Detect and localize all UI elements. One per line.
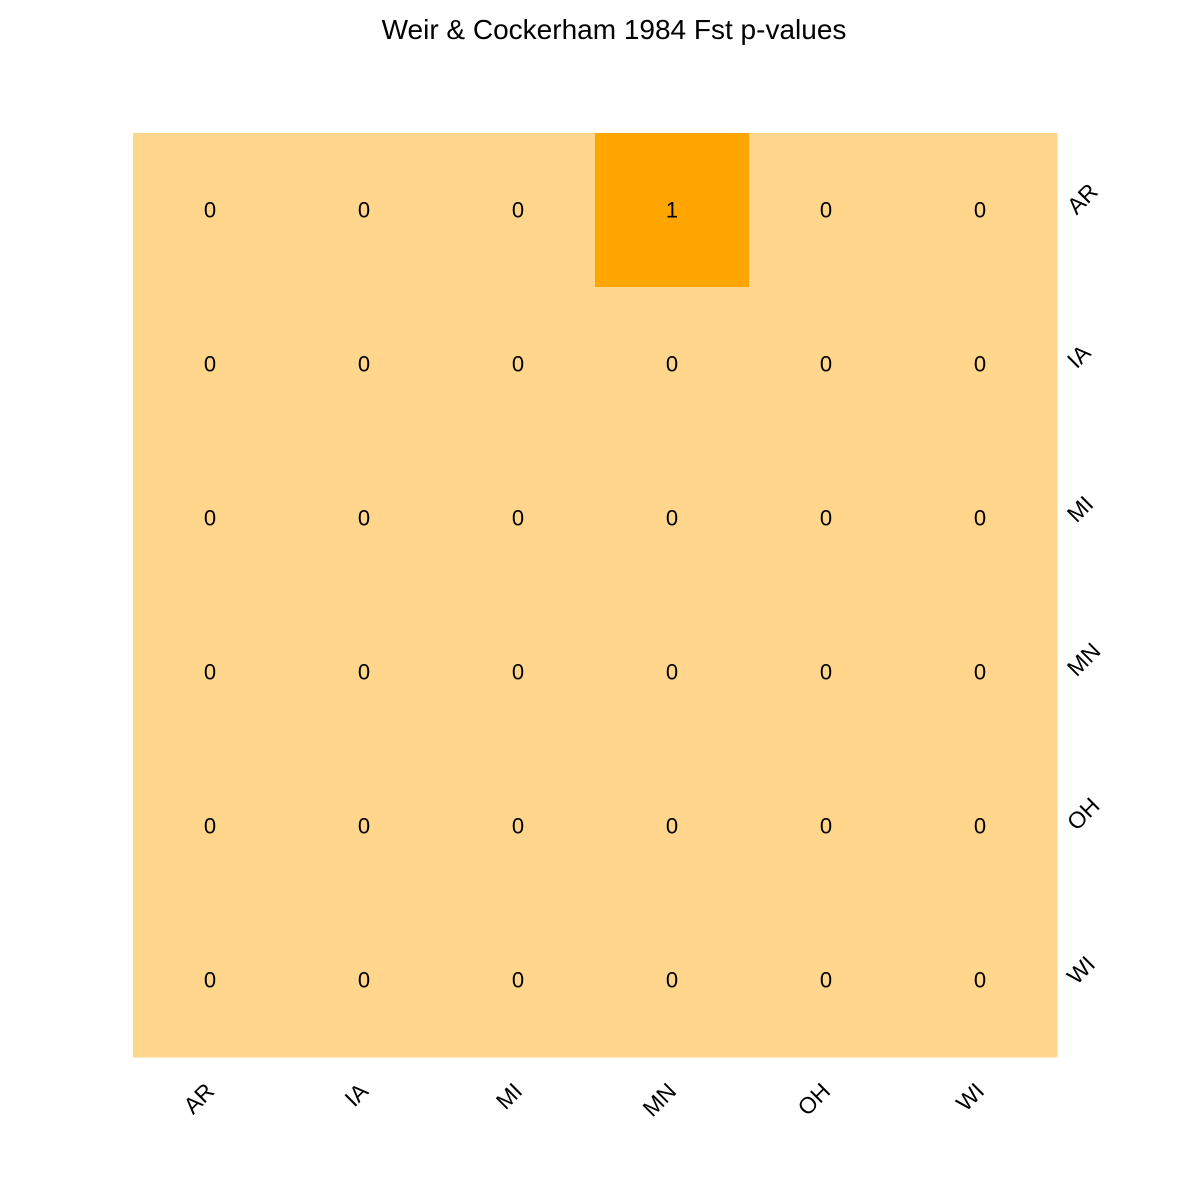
- y-tick-label-oh: OH: [1062, 792, 1105, 835]
- heatmap-cell-mn-wi: [903, 595, 1058, 750]
- heatmap-cell-labels: 0 0 0 1 0 0 0 0 0 0 0 0 0 0 0 0 0 0 0 0 0 0 0 0 0 0 0 0 0 0 0 0 0 0 0 0: [204, 198, 986, 993]
- x-tick-label-wi: WI: [951, 1078, 989, 1116]
- y-tick-label-mi: MI: [1062, 491, 1098, 527]
- heatmap-cell-ar-ar: [133, 133, 288, 288]
- heatmap-cell-wi-ia: [287, 903, 442, 1058]
- x-tick-label-ar: AR: [178, 1078, 219, 1119]
- cell-value-label: 0: [820, 814, 832, 839]
- x-tick-label-oh: OH: [792, 1078, 835, 1121]
- heatmap-cell-mn-ia: [287, 595, 442, 750]
- x-tick-label-mi: MI: [491, 1078, 527, 1114]
- cell-value-label: 0: [820, 660, 832, 685]
- heatmap-cell-oh-mn: [595, 749, 750, 904]
- heatmap-cell-wi-wi: [903, 903, 1058, 1058]
- cell-value-label: 0: [666, 506, 678, 531]
- heatmap-cell-wi-mi: [441, 903, 596, 1058]
- y-axis-tick-labels: AR IA MI MN OH WI: [1062, 178, 1106, 989]
- heatmap-cell-ia-wi: [903, 287, 1058, 442]
- heatmap-cell-mi-mi: [441, 441, 596, 596]
- heatmap-cell-ar-oh: [749, 133, 904, 288]
- cell-value-label: 0: [820, 506, 832, 531]
- cell-value-label: 0: [204, 968, 216, 993]
- cell-value-label: 0: [358, 352, 370, 377]
- heatmap-cell-mi-mn: [595, 441, 750, 596]
- x-tick-label-ia: IA: [339, 1077, 373, 1111]
- cell-value-label: 0: [512, 814, 524, 839]
- cell-value-label: 0: [666, 814, 678, 839]
- heatmap-cell-mn-oh: [749, 595, 904, 750]
- cell-value-label: 0: [666, 660, 678, 685]
- heatmap-cell-ia-oh: [749, 287, 904, 442]
- heatmap-cell-oh-mi: [441, 749, 596, 904]
- heatmap-cell-ar-mn: [595, 133, 750, 288]
- heatmap-cell-wi-ar: [133, 903, 288, 1058]
- heatmap-cell-ar-wi: [903, 133, 1058, 288]
- cell-value-label: 0: [204, 352, 216, 377]
- cell-value-label: 0: [358, 968, 370, 993]
- x-axis-tick-labels: AR IA MI MN OH WI: [178, 1077, 989, 1121]
- cell-value-label: 0: [512, 660, 524, 685]
- cell-value-label: 0: [358, 506, 370, 531]
- cell-value-label: 0: [820, 352, 832, 377]
- cell-value-label: 0: [512, 352, 524, 377]
- heatmap-cell-ia-mn: [595, 287, 750, 442]
- cell-value-label: 0: [820, 198, 832, 223]
- cell-value-label: 0: [204, 814, 216, 839]
- heatmap-cell-ar-mi: [441, 133, 596, 288]
- heatmap-cell-mi-ia: [287, 441, 442, 596]
- y-tick-label-mn: MN: [1062, 638, 1106, 682]
- cell-value-label: 0: [512, 506, 524, 531]
- heatmap-cell-mn-ar: [133, 595, 288, 750]
- y-tick-label-ar: AR: [1062, 178, 1103, 219]
- cell-value-label: 0: [974, 968, 986, 993]
- heatmap-cell-oh-oh: [749, 749, 904, 904]
- heatmap-cell-mn-mn: [595, 595, 750, 750]
- cell-value-label: 0: [820, 968, 832, 993]
- heatmap-cell-ia-ar: [133, 287, 288, 442]
- cell-value-label: 0: [974, 660, 986, 685]
- y-tick-label-wi: WI: [1062, 951, 1100, 989]
- cell-value-label: 0: [666, 968, 678, 993]
- cell-value-label: 0: [512, 198, 524, 223]
- heatmap-cell-wi-oh: [749, 903, 904, 1058]
- heatmap-cell-ia-ia: [287, 287, 442, 442]
- cell-value-label: 0: [358, 660, 370, 685]
- cell-value-label: 0: [974, 352, 986, 377]
- heatmap-cell-ar-ia: [287, 133, 442, 288]
- cell-value-label: 0: [666, 352, 678, 377]
- heatmap-cell-mn-mi: [441, 595, 596, 750]
- cell-value-label: 0: [358, 814, 370, 839]
- cell-value-label: 0: [974, 198, 986, 223]
- heatmap-cell-wi-mn: [595, 903, 750, 1058]
- cell-value-label: 0: [974, 814, 986, 839]
- heatmap-cell-oh-wi: [903, 749, 1058, 904]
- heatmap-cell-mi-wi: [903, 441, 1058, 596]
- cell-value-label: 0: [358, 198, 370, 223]
- x-tick-label-mn: MN: [638, 1078, 682, 1122]
- heatmap-cell-mi-oh: [749, 441, 904, 596]
- heatmap-cells: [133, 133, 1058, 1058]
- chart-title: Weir & Cockerham 1984 Fst p-values: [381, 14, 847, 45]
- heatmap-cell-ia-mi: [441, 287, 596, 442]
- cell-value-label: 0: [512, 968, 524, 993]
- heatmap-cell-mi-ar: [133, 441, 288, 596]
- cell-value-label: 1: [666, 198, 678, 223]
- cell-value-label: 0: [204, 198, 216, 223]
- heatmap-cell-oh-ia: [287, 749, 442, 904]
- cell-value-label: 0: [974, 506, 986, 531]
- heatmap-cell-oh-ar: [133, 749, 288, 904]
- cell-value-label: 0: [204, 660, 216, 685]
- cell-value-label: 0: [204, 506, 216, 531]
- y-tick-label-ia: IA: [1062, 339, 1096, 373]
